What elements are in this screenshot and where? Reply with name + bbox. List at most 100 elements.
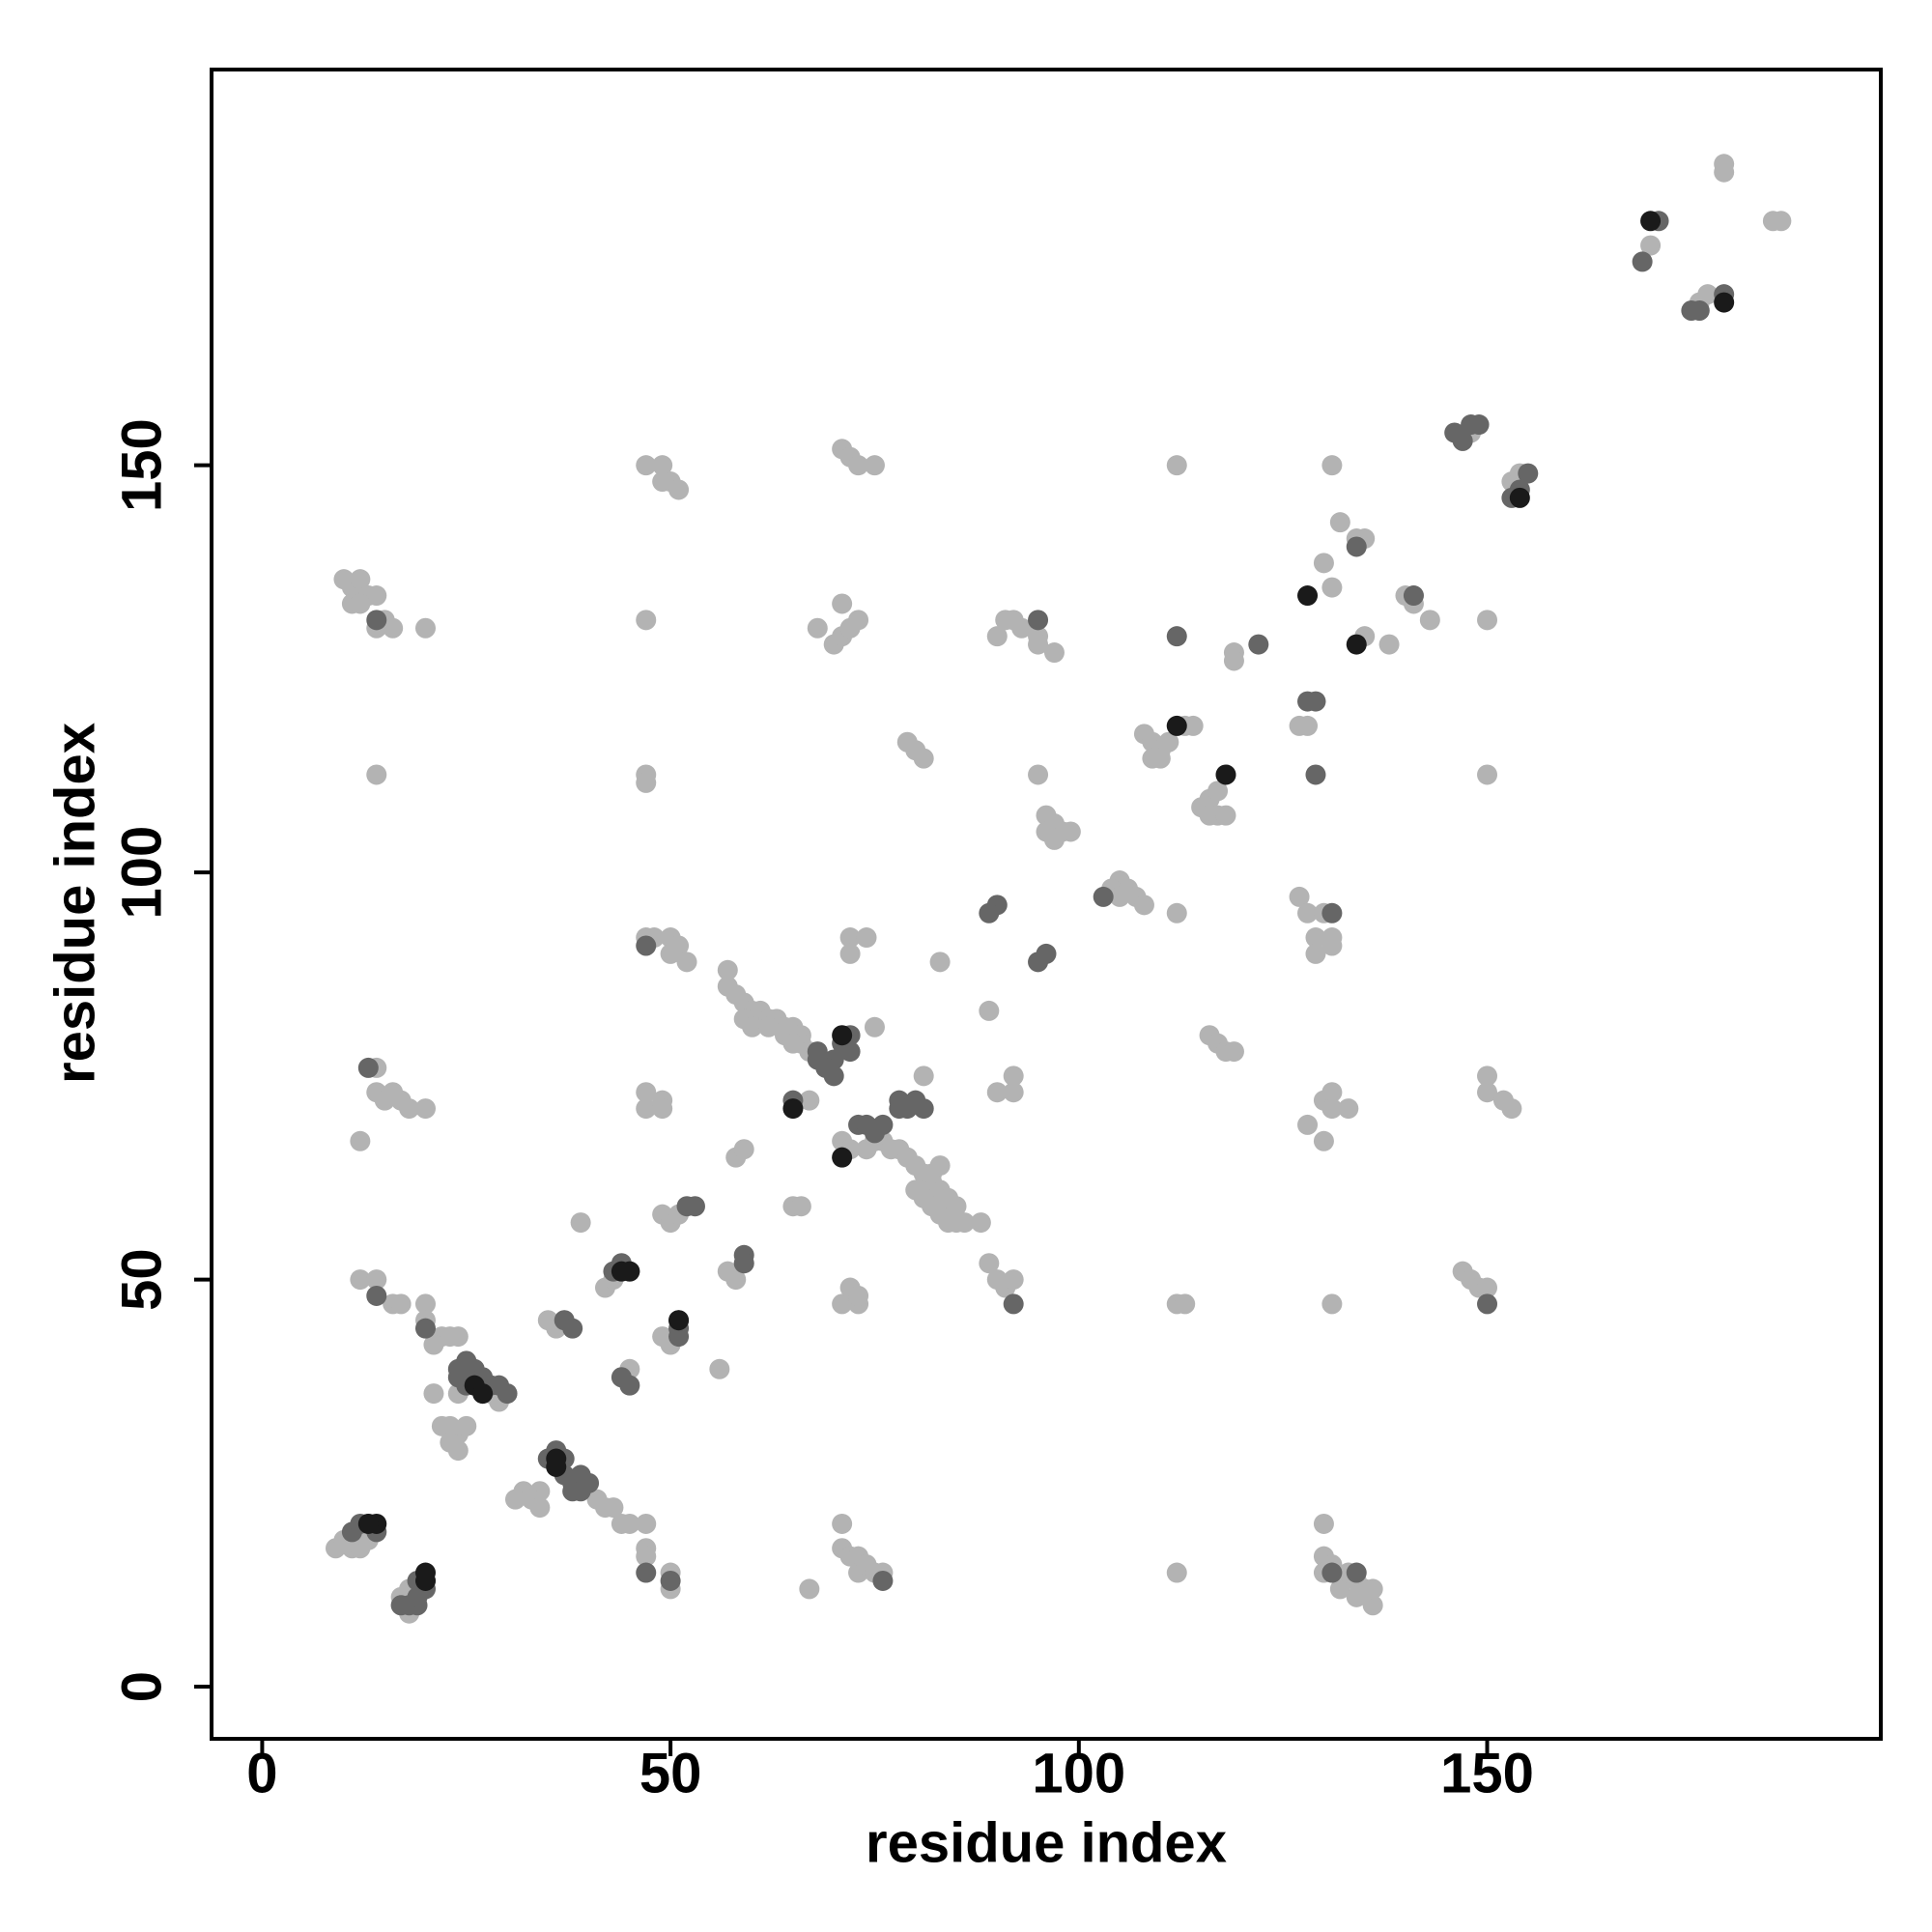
point — [1166, 902, 1187, 923]
point — [636, 1546, 657, 1567]
point — [497, 1383, 518, 1405]
point — [872, 1570, 894, 1591]
point — [366, 585, 387, 607]
point — [758, 1016, 780, 1037]
point — [1158, 731, 1179, 753]
plot-frame — [210, 68, 1883, 1741]
point — [799, 1090, 820, 1111]
y-tick-label: 50 — [110, 1248, 173, 1311]
point — [848, 610, 869, 631]
point — [946, 1196, 967, 1217]
point — [414, 1098, 436, 1120]
point — [1297, 715, 1319, 736]
point — [856, 927, 877, 949]
point — [399, 1098, 420, 1120]
point — [848, 455, 869, 476]
point — [1714, 161, 1735, 183]
point — [546, 1456, 567, 1477]
point — [636, 1082, 657, 1103]
point — [1028, 634, 1049, 655]
point — [832, 1147, 853, 1168]
point — [1305, 927, 1326, 949]
point — [986, 626, 1008, 647]
point — [366, 1285, 387, 1306]
point — [414, 1293, 436, 1315]
point — [1640, 211, 1662, 232]
point — [1109, 886, 1130, 907]
point — [447, 1440, 469, 1462]
x-tick-label: 150 — [1440, 1742, 1534, 1804]
point — [619, 1375, 640, 1396]
point — [1452, 430, 1473, 451]
point — [807, 617, 828, 639]
point — [1175, 1293, 1196, 1315]
point — [660, 943, 681, 964]
point — [970, 1212, 991, 1234]
point — [1223, 1041, 1244, 1063]
point — [1714, 292, 1735, 313]
point — [1166, 626, 1187, 647]
point — [447, 1326, 469, 1348]
point — [1346, 1562, 1367, 1583]
point — [357, 1513, 379, 1534]
point — [636, 772, 657, 793]
point — [570, 1212, 591, 1234]
point — [1003, 1269, 1024, 1291]
point — [913, 1065, 934, 1087]
point — [1166, 715, 1187, 736]
point — [350, 1269, 371, 1291]
point — [1166, 455, 1187, 476]
point — [1142, 748, 1163, 769]
point — [619, 1513, 640, 1534]
point — [1477, 1082, 1498, 1103]
point — [1771, 211, 1792, 232]
point — [562, 1318, 583, 1339]
point — [1321, 1098, 1343, 1120]
point — [1321, 1293, 1343, 1315]
point — [823, 1065, 844, 1087]
point — [636, 1513, 657, 1534]
point — [1313, 1513, 1334, 1534]
point — [1028, 610, 1049, 631]
point — [1509, 487, 1530, 508]
point — [1321, 577, 1343, 598]
point — [1477, 1277, 1498, 1298]
point — [742, 1016, 763, 1037]
point — [504, 1489, 526, 1510]
point — [676, 952, 697, 973]
point — [733, 1139, 754, 1160]
point — [636, 1098, 657, 1120]
point — [1313, 1130, 1334, 1151]
point — [733, 1253, 754, 1274]
point — [414, 1570, 436, 1591]
point — [423, 1334, 444, 1355]
point — [1346, 536, 1367, 557]
point — [1321, 1562, 1343, 1583]
point — [660, 1570, 681, 1591]
point — [636, 935, 657, 956]
point — [357, 1057, 379, 1078]
point — [652, 1098, 673, 1120]
point — [848, 1285, 869, 1306]
point — [986, 1082, 1008, 1103]
point — [529, 1497, 551, 1519]
point — [579, 1472, 600, 1493]
point — [1362, 1578, 1383, 1600]
point — [1297, 902, 1319, 923]
point — [832, 1025, 853, 1046]
point — [1305, 691, 1326, 712]
point — [832, 593, 853, 614]
point — [1640, 235, 1662, 256]
point — [1321, 927, 1343, 949]
point — [1403, 585, 1424, 607]
point — [1305, 764, 1326, 785]
point — [1518, 463, 1539, 484]
point — [390, 1293, 412, 1315]
x-tick-label: 100 — [1032, 1742, 1125, 1804]
point — [1305, 943, 1326, 964]
point — [979, 1000, 1000, 1021]
point — [889, 1098, 910, 1120]
point — [709, 1358, 730, 1379]
x-tick-label: 50 — [639, 1742, 702, 1804]
